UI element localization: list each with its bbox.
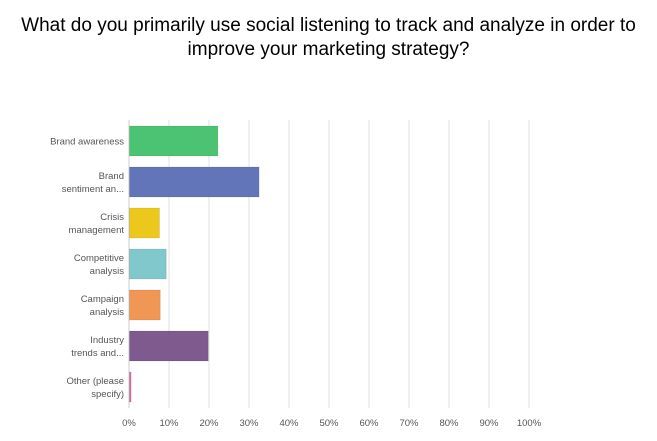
bar [129,248,167,280]
x-tick-label: 20% [199,418,219,429]
category-label: Competitive [74,253,124,264]
category-label: Campaign [81,294,124,305]
category-label: Crisis [100,212,124,223]
bar [129,207,160,239]
x-tick-label: 80% [439,418,459,429]
category-label: analysis [90,307,125,318]
x-tick-label: 0% [122,418,136,429]
bar [129,125,219,157]
x-tick-label: 70% [399,418,419,429]
bar [129,330,209,362]
x-tick-label: 40% [279,418,299,429]
x-tick-label: 100% [517,418,542,429]
x-tick-label: 90% [479,418,499,429]
chart-title: What do you primarily use social listeni… [21,15,636,60]
bar [129,371,132,403]
x-tick-label: 30% [239,418,259,429]
category-label: management [69,225,125,236]
category-label: Brand [99,171,124,182]
category-label: Brand awareness [50,137,124,148]
x-tick-label: 60% [359,418,379,429]
category-label: specify) [91,389,124,400]
x-tick-label: 50% [319,418,339,429]
x-tick-label: 10% [159,418,179,429]
category-label: trends and... [71,348,124,359]
bar [129,289,161,321]
category-label: sentiment an... [62,184,124,195]
bar [129,166,260,198]
category-label: analysis [90,266,125,277]
category-label: Other (please [66,376,124,387]
category-label: Industry [90,335,124,346]
